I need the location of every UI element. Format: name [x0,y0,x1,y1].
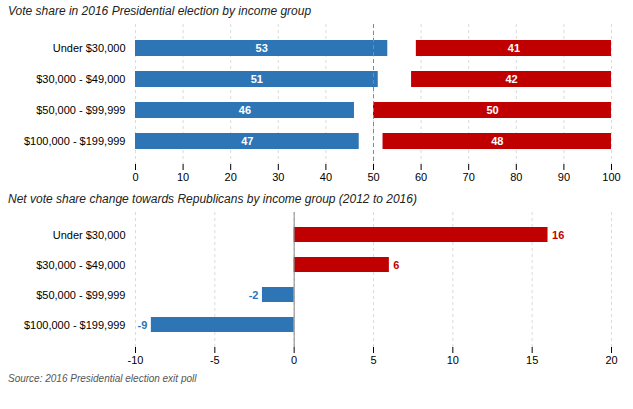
svg-text:46: 46 [239,104,251,116]
svg-text:Under $30,000: Under $30,000 [53,42,126,54]
svg-text:6: 6 [393,259,399,271]
svg-text:$100,000 - $199,999: $100,000 - $199,999 [24,135,126,147]
svg-text:-10: -10 [128,354,144,366]
svg-text:-2: -2 [249,289,259,301]
svg-text:51: 51 [251,73,263,85]
svg-text:$30,000 - $49,000: $30,000 - $49,000 [36,259,125,271]
svg-text:41: 41 [508,42,520,54]
svg-text:5: 5 [370,354,376,366]
svg-text:40: 40 [320,171,332,183]
svg-text:0: 0 [291,354,297,366]
svg-text:$30,000 - $49,000: $30,000 - $49,000 [36,73,125,85]
svg-text:53: 53 [256,42,268,54]
svg-text:15: 15 [526,354,538,366]
svg-text:48: 48 [491,135,503,147]
svg-text:47: 47 [241,135,253,147]
html-text:Vote share in 2016 Presidentia: Vote share in 2016 Presidential election… [8,4,312,18]
svg-text:Under $30,000: Under $30,000 [53,229,126,241]
html-text:Source: 2016 Presidential elec: Source: 2016 Presidential election exit … [8,373,197,384]
svg-text:$100,000 - $199,999: $100,000 - $199,999 [24,319,126,331]
svg-text:$50,000 - $99,999: $50,000 - $99,999 [36,104,125,116]
svg-text:90: 90 [558,171,570,183]
svg-text:20: 20 [605,354,617,366]
svg-text:0: 0 [132,171,138,183]
svg-text:42: 42 [505,73,517,85]
svg-text:16: 16 [552,229,564,241]
svg-text:80: 80 [510,171,522,183]
svg-text:$50,000 - $99,999: $50,000 - $99,999 [36,289,125,301]
html-text:Net vote share change towards: Net vote share change towards Republican… [8,192,417,206]
svg-text:100: 100 [602,171,620,183]
svg-text:10: 10 [447,354,459,366]
svg-text:30: 30 [272,171,284,183]
svg-text:50: 50 [367,171,379,183]
svg-text:-9: -9 [138,319,148,331]
svg-text:20: 20 [225,171,237,183]
svg-text:10: 10 [177,171,189,183]
svg-text:50: 50 [486,104,498,116]
svg-text:60: 60 [415,171,427,183]
svg-text:70: 70 [463,171,475,183]
svg-text:-5: -5 [210,354,220,366]
